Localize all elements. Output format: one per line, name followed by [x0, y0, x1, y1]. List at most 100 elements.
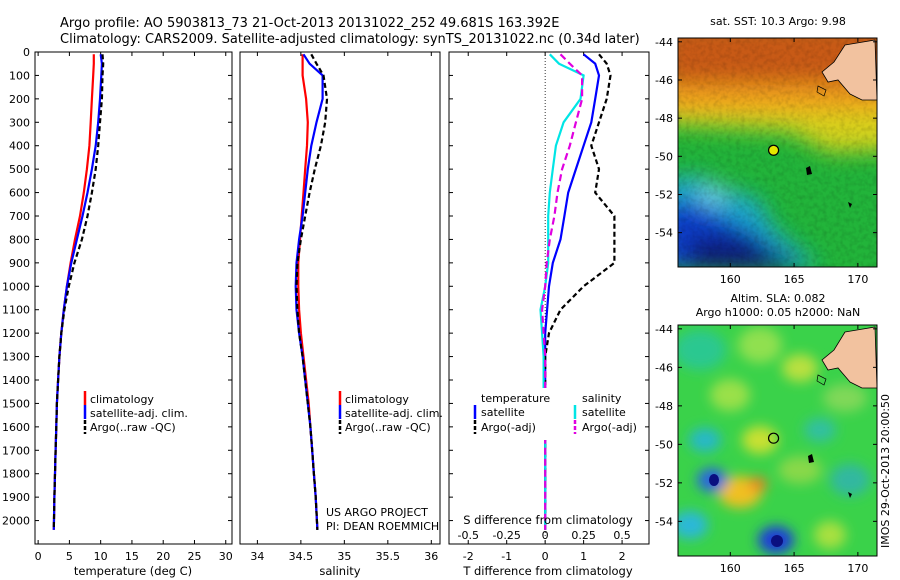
x-tick-label: 25	[187, 550, 201, 563]
legend-satellite-label: satellite-adj. clim.	[345, 407, 443, 420]
depth-tick-label: 600	[9, 187, 30, 200]
s-difference-axis-label: S difference from climatology	[463, 513, 633, 527]
latitude-tick-label: -52	[655, 477, 673, 490]
longitude-tick-label: 160	[720, 562, 741, 575]
island-outline	[816, 374, 827, 386]
x-tick-label: 10	[94, 550, 108, 563]
latitude-tick-label: -54	[655, 227, 673, 240]
latitude-tick-label: -50	[655, 438, 673, 451]
sst-field	[678, 38, 877, 267]
x-tick-label: 5	[66, 550, 73, 563]
argo-float-marker	[767, 144, 780, 156]
depth-tick-label: 400	[9, 140, 30, 153]
depth-tick-label: 1300	[2, 351, 30, 364]
x-tick-label: 15	[125, 550, 139, 563]
sla-field	[678, 325, 877, 556]
x-tick-label: 34.5	[289, 550, 314, 563]
new-zealand-land	[821, 326, 877, 389]
imos-timestamp-label: IMOS 29-Oct-2013 20:00:50	[879, 394, 892, 548]
latitude-tick-label: -48	[655, 400, 673, 413]
s-diff-tick-label: 0.25	[571, 529, 596, 542]
depth-tick-label: 1600	[2, 421, 30, 434]
x-tick-label: 35.5	[376, 550, 401, 563]
depth-tick-label: 1500	[2, 397, 30, 410]
depth-tick-label: 700	[9, 210, 30, 223]
salinity-profile-panel: 34 34.5 35 35.5 36 salinity climatology sate…	[239, 51, 443, 578]
island-outline	[848, 202, 852, 208]
t-diff-tick-label: 1	[580, 550, 587, 563]
sla-map-title-line2: Argo h1000: 0.05 h2000: NaN	[696, 306, 861, 319]
longitude-tick-label: 165	[784, 562, 805, 575]
legend-s-argo-label: Argo(-adj)	[582, 421, 637, 434]
depth-tick-label: 900	[9, 257, 30, 270]
t-diff-tick-label: -1	[501, 550, 512, 563]
depth-tick-label: 100	[9, 69, 30, 82]
depth-tick-label: 800	[9, 233, 30, 246]
island-outline	[816, 85, 827, 97]
legend-t-satellite-label: satellite	[481, 406, 525, 419]
series-line-argo-raw-qc	[52, 54, 105, 530]
legend-satellite-label: satellite-adj. clim.	[90, 407, 188, 420]
latitude-tick-label: -46	[655, 361, 673, 374]
depth-tick-label: 200	[9, 93, 30, 106]
depth-tick-label: 2000	[2, 515, 30, 528]
latitude-tick-label: -50	[655, 150, 673, 163]
x-tick-label: 20	[156, 550, 170, 563]
temperature-axis-label: temperature (deg C)	[74, 564, 192, 578]
depth-tick-label: 1800	[2, 468, 30, 481]
x-tick-label: 0	[35, 550, 42, 563]
latitude-tick-label: -52	[655, 188, 673, 201]
longitude-tick-label: 160	[720, 273, 741, 286]
longitude-tick-label: 170	[847, 273, 868, 286]
legend-climatology-label: climatology	[90, 393, 154, 406]
island-outline	[848, 492, 852, 498]
sla-map-panel: Altim. SLA: 0.082 Argo h1000: 0.05 h2000…	[655, 292, 892, 575]
t-diff-tick-label: 0	[542, 550, 549, 563]
depth-tick-label: 1400	[2, 374, 30, 387]
x-tick-label: 30	[219, 550, 233, 563]
legend-temperature-header: temperature	[481, 392, 550, 405]
s-diff-tick-label: 0	[542, 529, 549, 542]
new-zealand-land	[821, 39, 877, 101]
sst-map-panel: sat. SST: 10.3 Argo: 9.98 160 165 170 -44 -4…	[655, 15, 878, 286]
project-credit: US ARGO PROJECT	[326, 506, 428, 519]
latitude-tick-label: -44	[655, 323, 673, 336]
depth-tick-label: 1000	[2, 280, 30, 293]
s-diff-tick-label: 0.5	[613, 529, 631, 542]
pi-credit: PI: DEAN ROEMMICH	[326, 520, 439, 533]
salinity-legend: climatology satellite-adj. clim. Argo(..…	[338, 391, 443, 434]
legend-argo-label: Argo(..raw -QC)	[345, 421, 431, 434]
legend-argo-label: Argo(..raw -QC)	[90, 421, 176, 434]
x-tick-label: 34	[250, 550, 264, 563]
latitude-tick-label: -46	[655, 74, 673, 87]
s-diff-tick-label: -0.25	[492, 529, 520, 542]
depth-tick-label: 500	[9, 163, 30, 176]
t-diff-tick-label: 2	[619, 550, 626, 563]
legend-t-argo-label: Argo(-adj)	[481, 421, 536, 434]
latitude-tick-label: -54	[655, 515, 673, 528]
sla-map-title-line1: Altim. SLA: 0.082	[730, 292, 825, 305]
sst-map-title: sat. SST: 10.3 Argo: 9.98	[710, 15, 846, 28]
depth-tick-label: 0	[23, 46, 30, 59]
depth-tick-label: 1700	[2, 444, 30, 457]
island-outline	[806, 166, 812, 175]
legend-s-satellite-label: satellite	[582, 406, 626, 419]
latitude-tick-label: -48	[655, 112, 673, 125]
t-difference-axis-label: T difference from climatology	[462, 564, 633, 578]
longitude-tick-label: 165	[784, 273, 805, 286]
argo-float-marker	[767, 432, 780, 444]
s-diff-tick-label: -0.5	[457, 529, 478, 542]
depth-tick-label: 300	[9, 116, 30, 129]
series-line-argo-raw-qc	[295, 53, 329, 530]
figure-title-line1: Argo profile: AO 5903813_73 21-Oct-2013 …	[60, 16, 559, 31]
x-tick-label: 35	[337, 550, 351, 563]
depth-tick-label: 1200	[2, 327, 30, 340]
difference-legend: temperature satellite Argo(-adj) salinit…	[473, 388, 637, 440]
longitude-tick-label: 170	[847, 562, 868, 575]
temperature-legend: climatology satellite-adj. clim. Argo(..…	[83, 391, 188, 434]
difference-profile-panel: -2 -1 0 1 2 -0.5 -0.25 0 0.25 0.5 S difference fr…	[448, 51, 650, 578]
x-tick-label: 36	[424, 550, 438, 563]
figure-title-line2: Climatology: CARS2009. Satellite-adjuste…	[60, 32, 640, 47]
depth-tick-label: 1100	[2, 304, 30, 317]
